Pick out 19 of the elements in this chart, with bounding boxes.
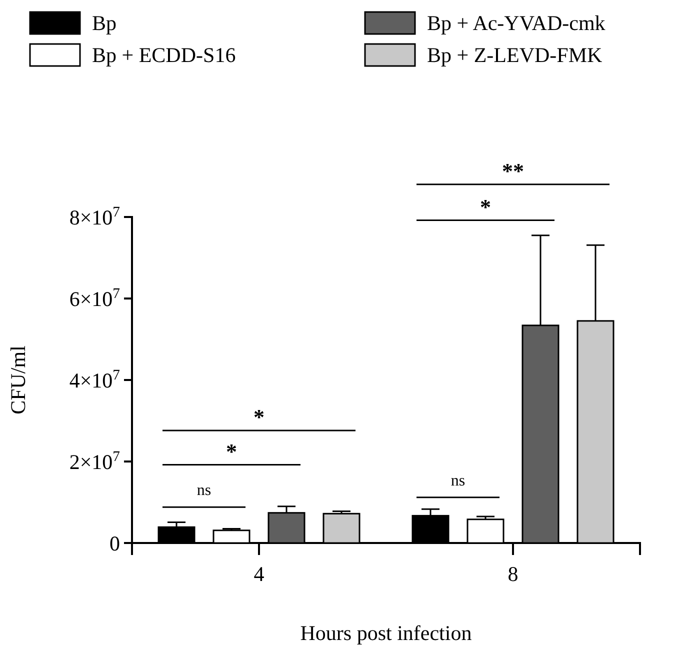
legend-label: Bp + Ac-YVAD-cmk xyxy=(427,11,606,35)
annotation: * xyxy=(254,404,264,430)
text: ** xyxy=(502,158,524,184)
legend-label: Bp xyxy=(92,11,117,35)
y-tick-label: 6×10$^{7}$ xyxy=(69,286,120,311)
annotation: ns xyxy=(450,472,466,490)
annotation: * xyxy=(480,194,491,220)
y-tick-label: 2×10$^{7}$ xyxy=(69,448,120,474)
annotation: * xyxy=(226,438,237,464)
x-tick-label: 8 xyxy=(508,562,518,586)
y-axis-title: CFU/ml xyxy=(6,345,30,414)
legend-label: Bp + ECDD-S16 xyxy=(92,43,236,67)
y-tick-label: 8×10$^{7}$ xyxy=(69,204,120,230)
x-axis-title: Hours post infection xyxy=(300,621,472,645)
annotation: ns xyxy=(196,482,212,500)
x-tick-label: 4 xyxy=(254,562,265,586)
y-tick-label: 0 xyxy=(110,531,120,556)
y-tick-label: 4×10$^{7}$ xyxy=(69,367,120,392)
legend-label: Bp + Z-LEVD-FMK xyxy=(427,43,602,67)
